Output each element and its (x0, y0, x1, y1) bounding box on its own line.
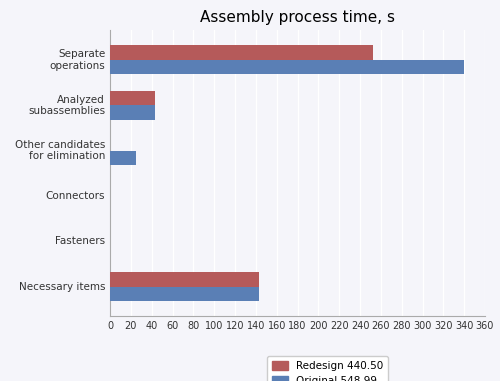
Bar (110, 105, 155, 120)
Bar (110, 272, 259, 287)
Bar (110, 60, 464, 74)
Legend: Redesign 440.50, Original 548.99: Redesign 440.50, Original 548.99 (266, 356, 388, 381)
Bar (110, 91, 155, 105)
Bar (110, 150, 136, 165)
Bar (110, 45, 372, 60)
Bar (110, 287, 259, 301)
Title: Assembly process time, s: Assembly process time, s (200, 10, 395, 25)
